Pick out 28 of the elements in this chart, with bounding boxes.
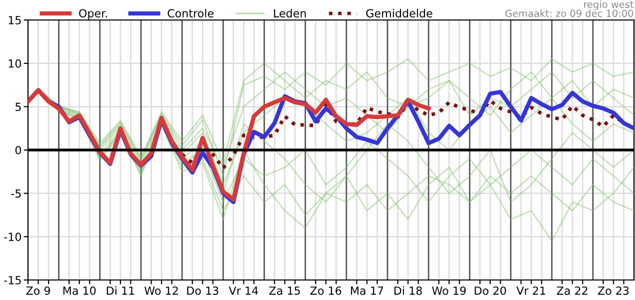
x-tick-label: Za 15 xyxy=(269,286,300,295)
text: Gemaakt: zo 09 dec 10:00 xyxy=(505,10,634,18)
y-tick-label: -10 xyxy=(4,232,22,242)
x-tick-label: Za 22 xyxy=(556,286,588,295)
y-tick-label: 15 xyxy=(8,16,21,24)
legend-label: Gemiddelde xyxy=(366,8,432,18)
legend-label: Controle xyxy=(168,8,214,18)
x-tick-label: Zo 23 xyxy=(598,286,629,295)
x-tick-label: Do 13 xyxy=(187,286,218,295)
x-tick-label: Vr 21 xyxy=(516,286,546,295)
text: regio west xyxy=(584,0,634,10)
x-tick-label: Vr 14 xyxy=(228,286,258,295)
x-tick-label: Do 20 xyxy=(474,286,506,295)
y-tick-label: 0 xyxy=(15,146,22,154)
x-tick-label: Ma 17 xyxy=(351,286,384,295)
y-tick-label: 10 xyxy=(8,59,22,68)
x-tick-label: Zo 16 xyxy=(310,286,342,295)
x-tick-label: Wo 19 xyxy=(432,286,466,295)
x-tick-label: Ma 10 xyxy=(63,286,96,295)
x-tick-label: Wo 12 xyxy=(144,286,178,295)
x-tick-label: Zo 9 xyxy=(26,286,50,295)
y-tick-label: 5 xyxy=(16,102,21,112)
y-tick-label: -5 xyxy=(11,189,21,198)
x-tick-label: Di 11 xyxy=(106,286,134,295)
legend-label: Oper. xyxy=(79,9,107,20)
x-tick-label: Di 18 xyxy=(394,286,422,295)
legend-label: Leden xyxy=(274,8,306,18)
y-tick-label: -15 xyxy=(4,276,21,284)
